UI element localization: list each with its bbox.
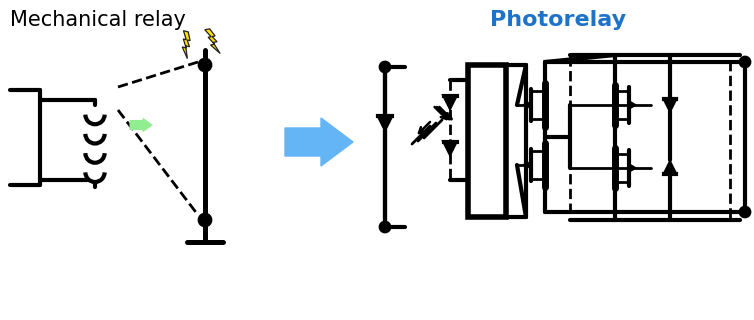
FancyArrow shape xyxy=(130,118,152,132)
Polygon shape xyxy=(205,29,220,53)
Bar xyxy=(570,55,730,220)
Circle shape xyxy=(380,222,390,232)
Bar xyxy=(468,65,506,217)
Polygon shape xyxy=(664,99,676,111)
Circle shape xyxy=(199,214,211,226)
Polygon shape xyxy=(664,162,676,174)
Polygon shape xyxy=(378,116,392,130)
FancyArrow shape xyxy=(523,102,531,108)
FancyArrow shape xyxy=(285,118,353,166)
Polygon shape xyxy=(182,31,190,59)
FancyArrow shape xyxy=(629,102,636,108)
Text: Photorelay: Photorelay xyxy=(490,10,626,30)
Circle shape xyxy=(740,207,750,217)
FancyArrow shape xyxy=(523,162,531,168)
Text: Mechanical relay: Mechanical relay xyxy=(10,10,186,30)
Circle shape xyxy=(199,59,211,71)
Polygon shape xyxy=(443,95,456,108)
FancyArrow shape xyxy=(629,165,636,171)
Circle shape xyxy=(380,62,390,72)
Circle shape xyxy=(740,57,750,67)
Polygon shape xyxy=(443,141,456,155)
